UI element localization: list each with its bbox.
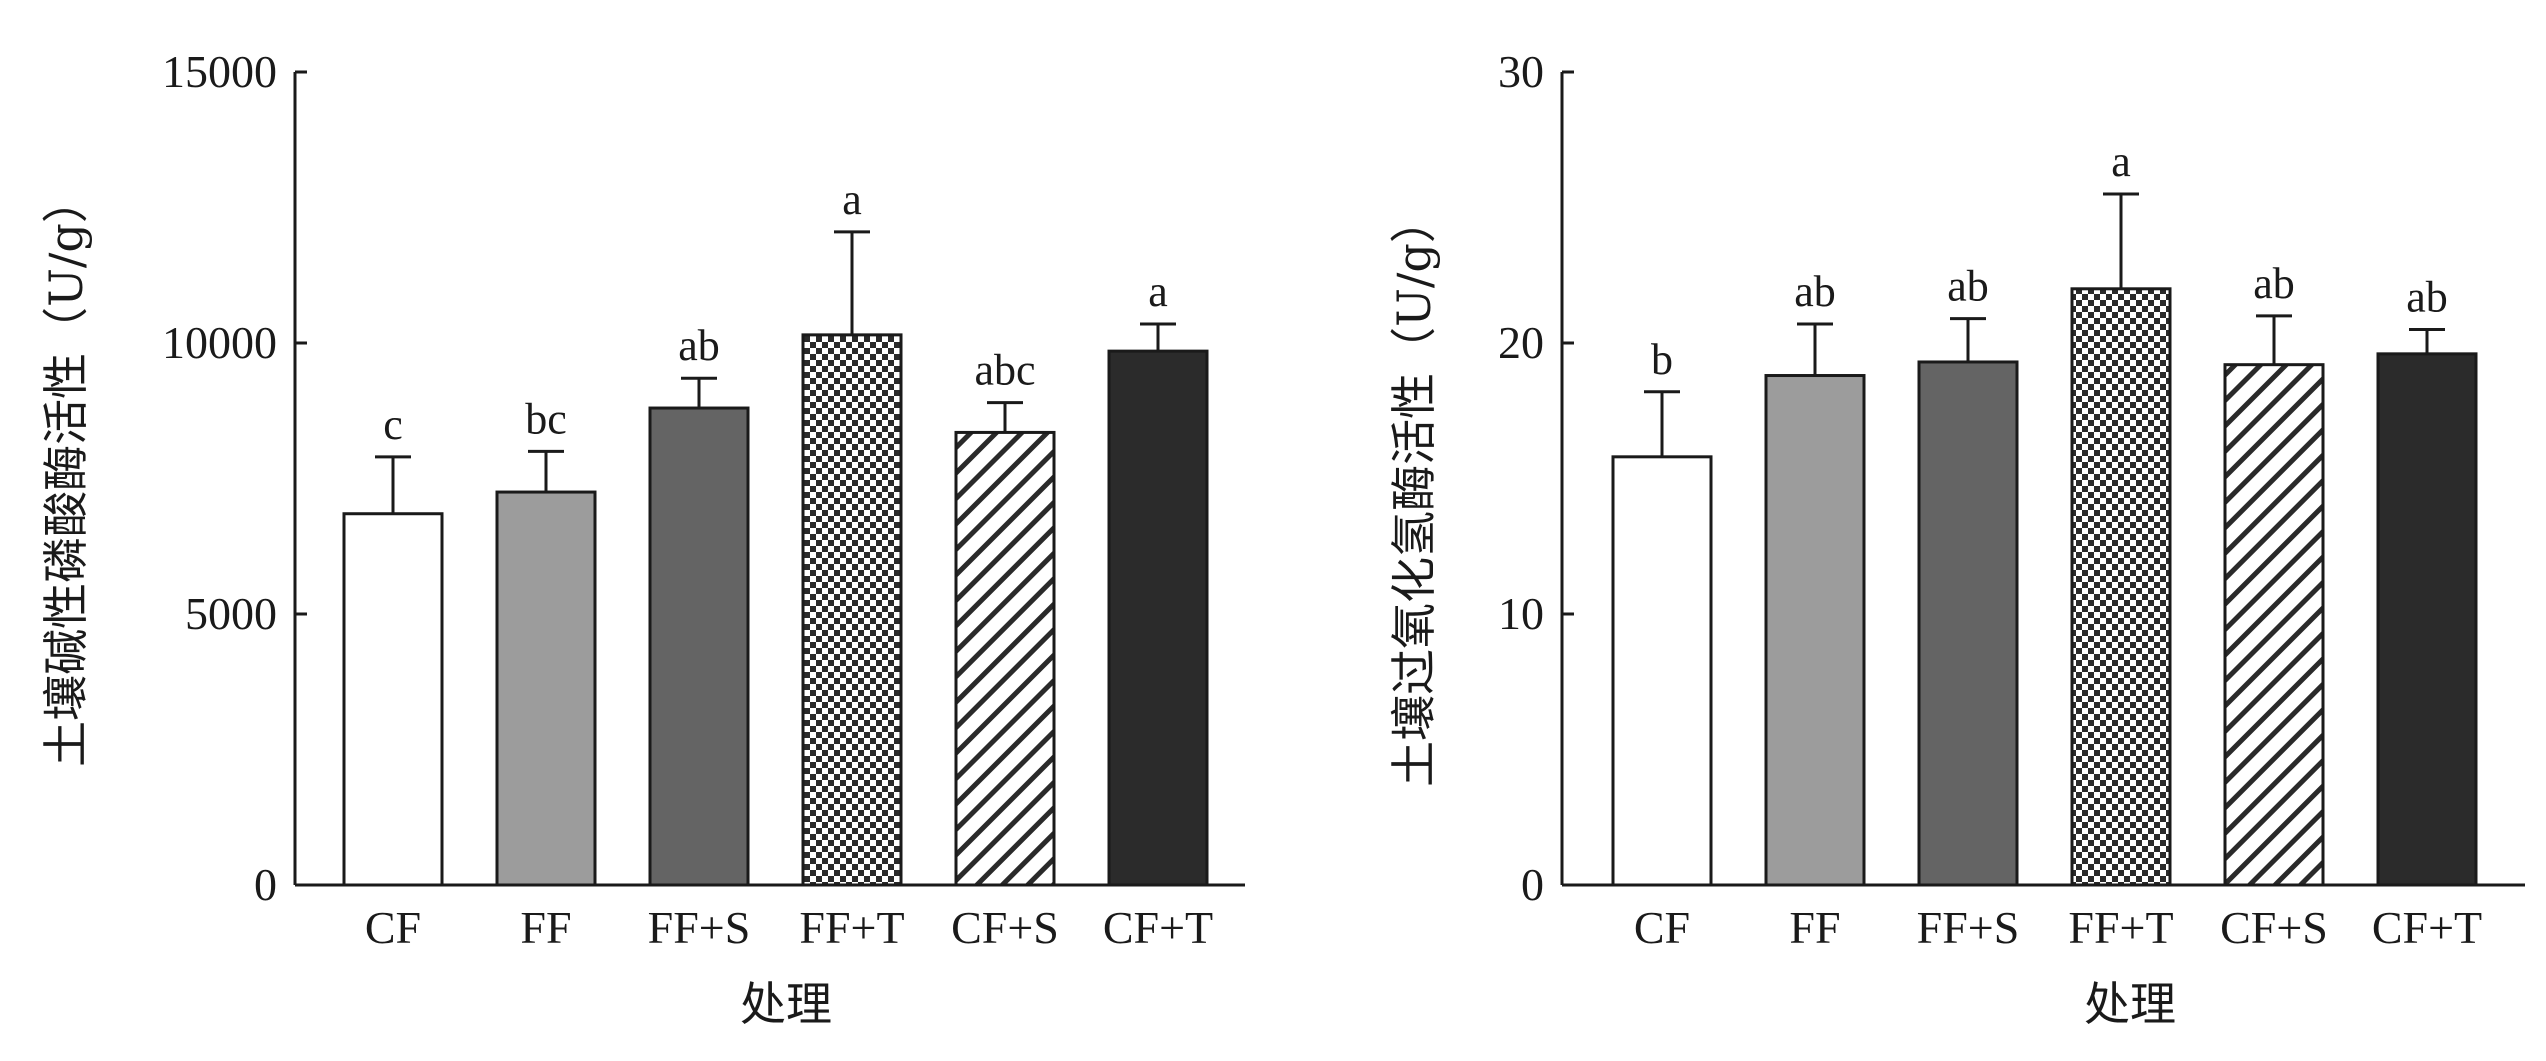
x-tick-label: FF [1789, 902, 1840, 953]
bar-ff-plus-t [801, 333, 903, 887]
bar-ff [1764, 374, 1866, 887]
x-tick-label: CF+T [1103, 902, 1213, 953]
significance-label: abc [974, 346, 1035, 395]
significance-label: a [1148, 267, 1168, 316]
y-tick-label: 5000 [185, 588, 277, 639]
bar-ff-plus-s [648, 406, 750, 887]
bar-cf-plus-s [2223, 363, 2325, 887]
y-tick-label: 10 [1498, 588, 1544, 639]
x-tick-label: FF [520, 902, 571, 953]
x-tick-label: FF+S [648, 902, 751, 953]
significance-label: c [383, 400, 403, 449]
y-tick-label: 0 [254, 859, 277, 910]
x-tick-label: CF [1634, 902, 1690, 953]
x-axis-title: 处理 [740, 977, 832, 1031]
bar-cf-plus-t [2376, 352, 2478, 887]
significance-label: ab [1794, 267, 1836, 316]
plot-area-left: 0 5000 10000 15000 c CF bc FF ab FF+S a FF+T abc CF+S… [162, 46, 1245, 953]
significance-label: ab [2406, 272, 2448, 321]
y-axis-title: 土壤过氧化氢酶活性（U/g） [1387, 197, 1441, 787]
y-axis-title: 土壤碱性磷酸酶活性（U/g） [39, 177, 93, 767]
y-tick-label: 15000 [162, 46, 277, 97]
bar-ff [495, 490, 597, 887]
significance-label: ab [678, 321, 720, 370]
significance-label: a [842, 175, 862, 224]
significance-label: ab [1947, 262, 1989, 311]
chart-right: 土壤过氧化氢酶活性（U/g） 处理 0 10 20 30 b CF ab FF ab FF+S a F… [1387, 46, 2525, 1031]
bar-ff-plus-t [2070, 287, 2172, 887]
y-tick-label: 0 [1521, 859, 1544, 910]
significance-label: a [2111, 137, 2131, 186]
x-tick-label: FF+T [799, 902, 904, 953]
x-tick-label: FF+T [2068, 902, 2173, 953]
significance-label: ab [2253, 259, 2295, 308]
y-tick-label: 30 [1498, 46, 1544, 97]
bar-cf [342, 512, 444, 887]
x-tick-label: CF [365, 902, 421, 953]
bar-ff-plus-s [1917, 360, 2019, 887]
bar-cf [1611, 455, 1713, 887]
plot-area-right: 0 10 20 30 b CF ab FF ab FF+S a FF+T ab CF+S ab CF+T [1498, 46, 2525, 953]
x-tick-label: FF+S [1917, 902, 2020, 953]
significance-label: bc [525, 394, 567, 443]
significance-label: b [1651, 335, 1673, 384]
y-tick-label: 20 [1498, 317, 1544, 368]
bar-cf-plus-t [1107, 349, 1209, 887]
x-tick-label: CF+S [951, 902, 1059, 953]
bar-cf-plus-s [954, 430, 1056, 887]
x-axis-title: 处理 [2084, 977, 2176, 1031]
y-tick-label: 10000 [162, 317, 277, 368]
x-tick-label: CF+T [2372, 902, 2482, 953]
x-tick-label: CF+S [2220, 902, 2328, 953]
chart-left: 土壤碱性磷酸酶活性（U/g） 处理 0 5000 10000 15000 c CF bc FF… [39, 46, 1245, 1031]
